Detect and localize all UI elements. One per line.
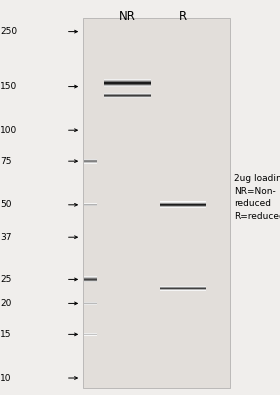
Bar	[84, 159, 97, 160]
Bar	[84, 281, 97, 282]
Bar	[84, 161, 97, 162]
Bar	[84, 159, 97, 160]
Bar	[104, 82, 151, 83]
Text: 100: 100	[0, 126, 18, 135]
Text: 2ug loading
NR=Non-
reduced
R=reduced: 2ug loading NR=Non- reduced R=reduced	[234, 174, 280, 221]
Bar	[84, 160, 97, 161]
Bar	[84, 162, 97, 163]
Bar	[104, 84, 151, 85]
Bar	[104, 80, 151, 81]
Bar	[104, 81, 151, 82]
Bar	[104, 82, 151, 83]
Bar	[83, 18, 230, 388]
Text: R: R	[179, 10, 188, 23]
Text: 150: 150	[0, 82, 18, 91]
Bar	[84, 163, 97, 164]
Bar	[104, 86, 151, 87]
Bar	[84, 279, 97, 280]
Bar	[104, 85, 151, 86]
Text: 25: 25	[0, 275, 12, 284]
Text: 20: 20	[0, 299, 12, 308]
Bar	[84, 280, 97, 281]
Bar	[84, 162, 97, 163]
Bar	[84, 281, 97, 282]
Text: 15: 15	[0, 330, 12, 339]
Bar	[84, 160, 97, 161]
Text: 250: 250	[0, 27, 17, 36]
Bar	[104, 79, 151, 80]
Bar	[104, 83, 151, 84]
Bar	[104, 84, 151, 85]
Bar	[104, 83, 151, 84]
Bar	[84, 278, 97, 279]
Bar	[84, 277, 97, 278]
Bar	[104, 79, 151, 80]
Text: 50: 50	[0, 200, 12, 209]
Text: 10: 10	[0, 374, 12, 382]
Text: NR: NR	[119, 10, 136, 23]
Text: 37: 37	[0, 233, 12, 242]
Bar	[104, 85, 151, 86]
Bar	[104, 81, 151, 82]
Bar	[84, 278, 97, 279]
Text: 75: 75	[0, 157, 12, 166]
Bar	[84, 161, 97, 162]
Bar	[84, 280, 97, 281]
Bar	[84, 276, 97, 277]
Bar	[104, 80, 151, 81]
